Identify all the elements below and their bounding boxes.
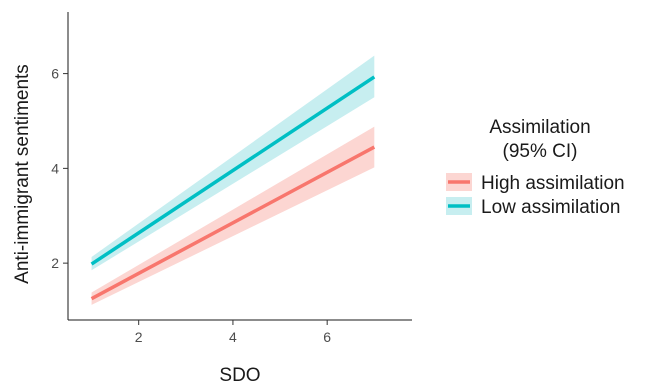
legend-title-line-1: Assimilation (489, 117, 590, 138)
legend: Assimilation (95% CI) High assimilation L… (446, 117, 625, 218)
ci-band-0 (91, 126, 375, 305)
x-tick-label: 2 (135, 329, 143, 345)
y-tick-label: 4 (51, 160, 59, 176)
series-line-1 (90, 75, 376, 266)
series-line-0 (90, 145, 376, 301)
x-axis-title: SDO (219, 365, 260, 386)
y-tick-label: 2 (51, 255, 59, 271)
confidence-bands (91, 55, 375, 305)
legend-label-1: Low assimilation (481, 197, 620, 218)
y-axis-ticks: 2 4 6 (51, 66, 68, 271)
x-tick-label: 6 (323, 329, 331, 345)
y-tick-label: 6 (51, 66, 59, 82)
legend-items: High assimilation Low assimilation (446, 173, 625, 218)
legend-title-line-2: (95% CI) (503, 141, 578, 162)
regression-lines (90, 75, 376, 301)
y-axis-title: Anti-immigrant sentiments (12, 64, 33, 284)
x-axis-ticks: 2 4 6 (135, 320, 331, 345)
x-tick-label: 4 (229, 329, 237, 345)
legend-label-0: High assimilation (481, 173, 625, 194)
